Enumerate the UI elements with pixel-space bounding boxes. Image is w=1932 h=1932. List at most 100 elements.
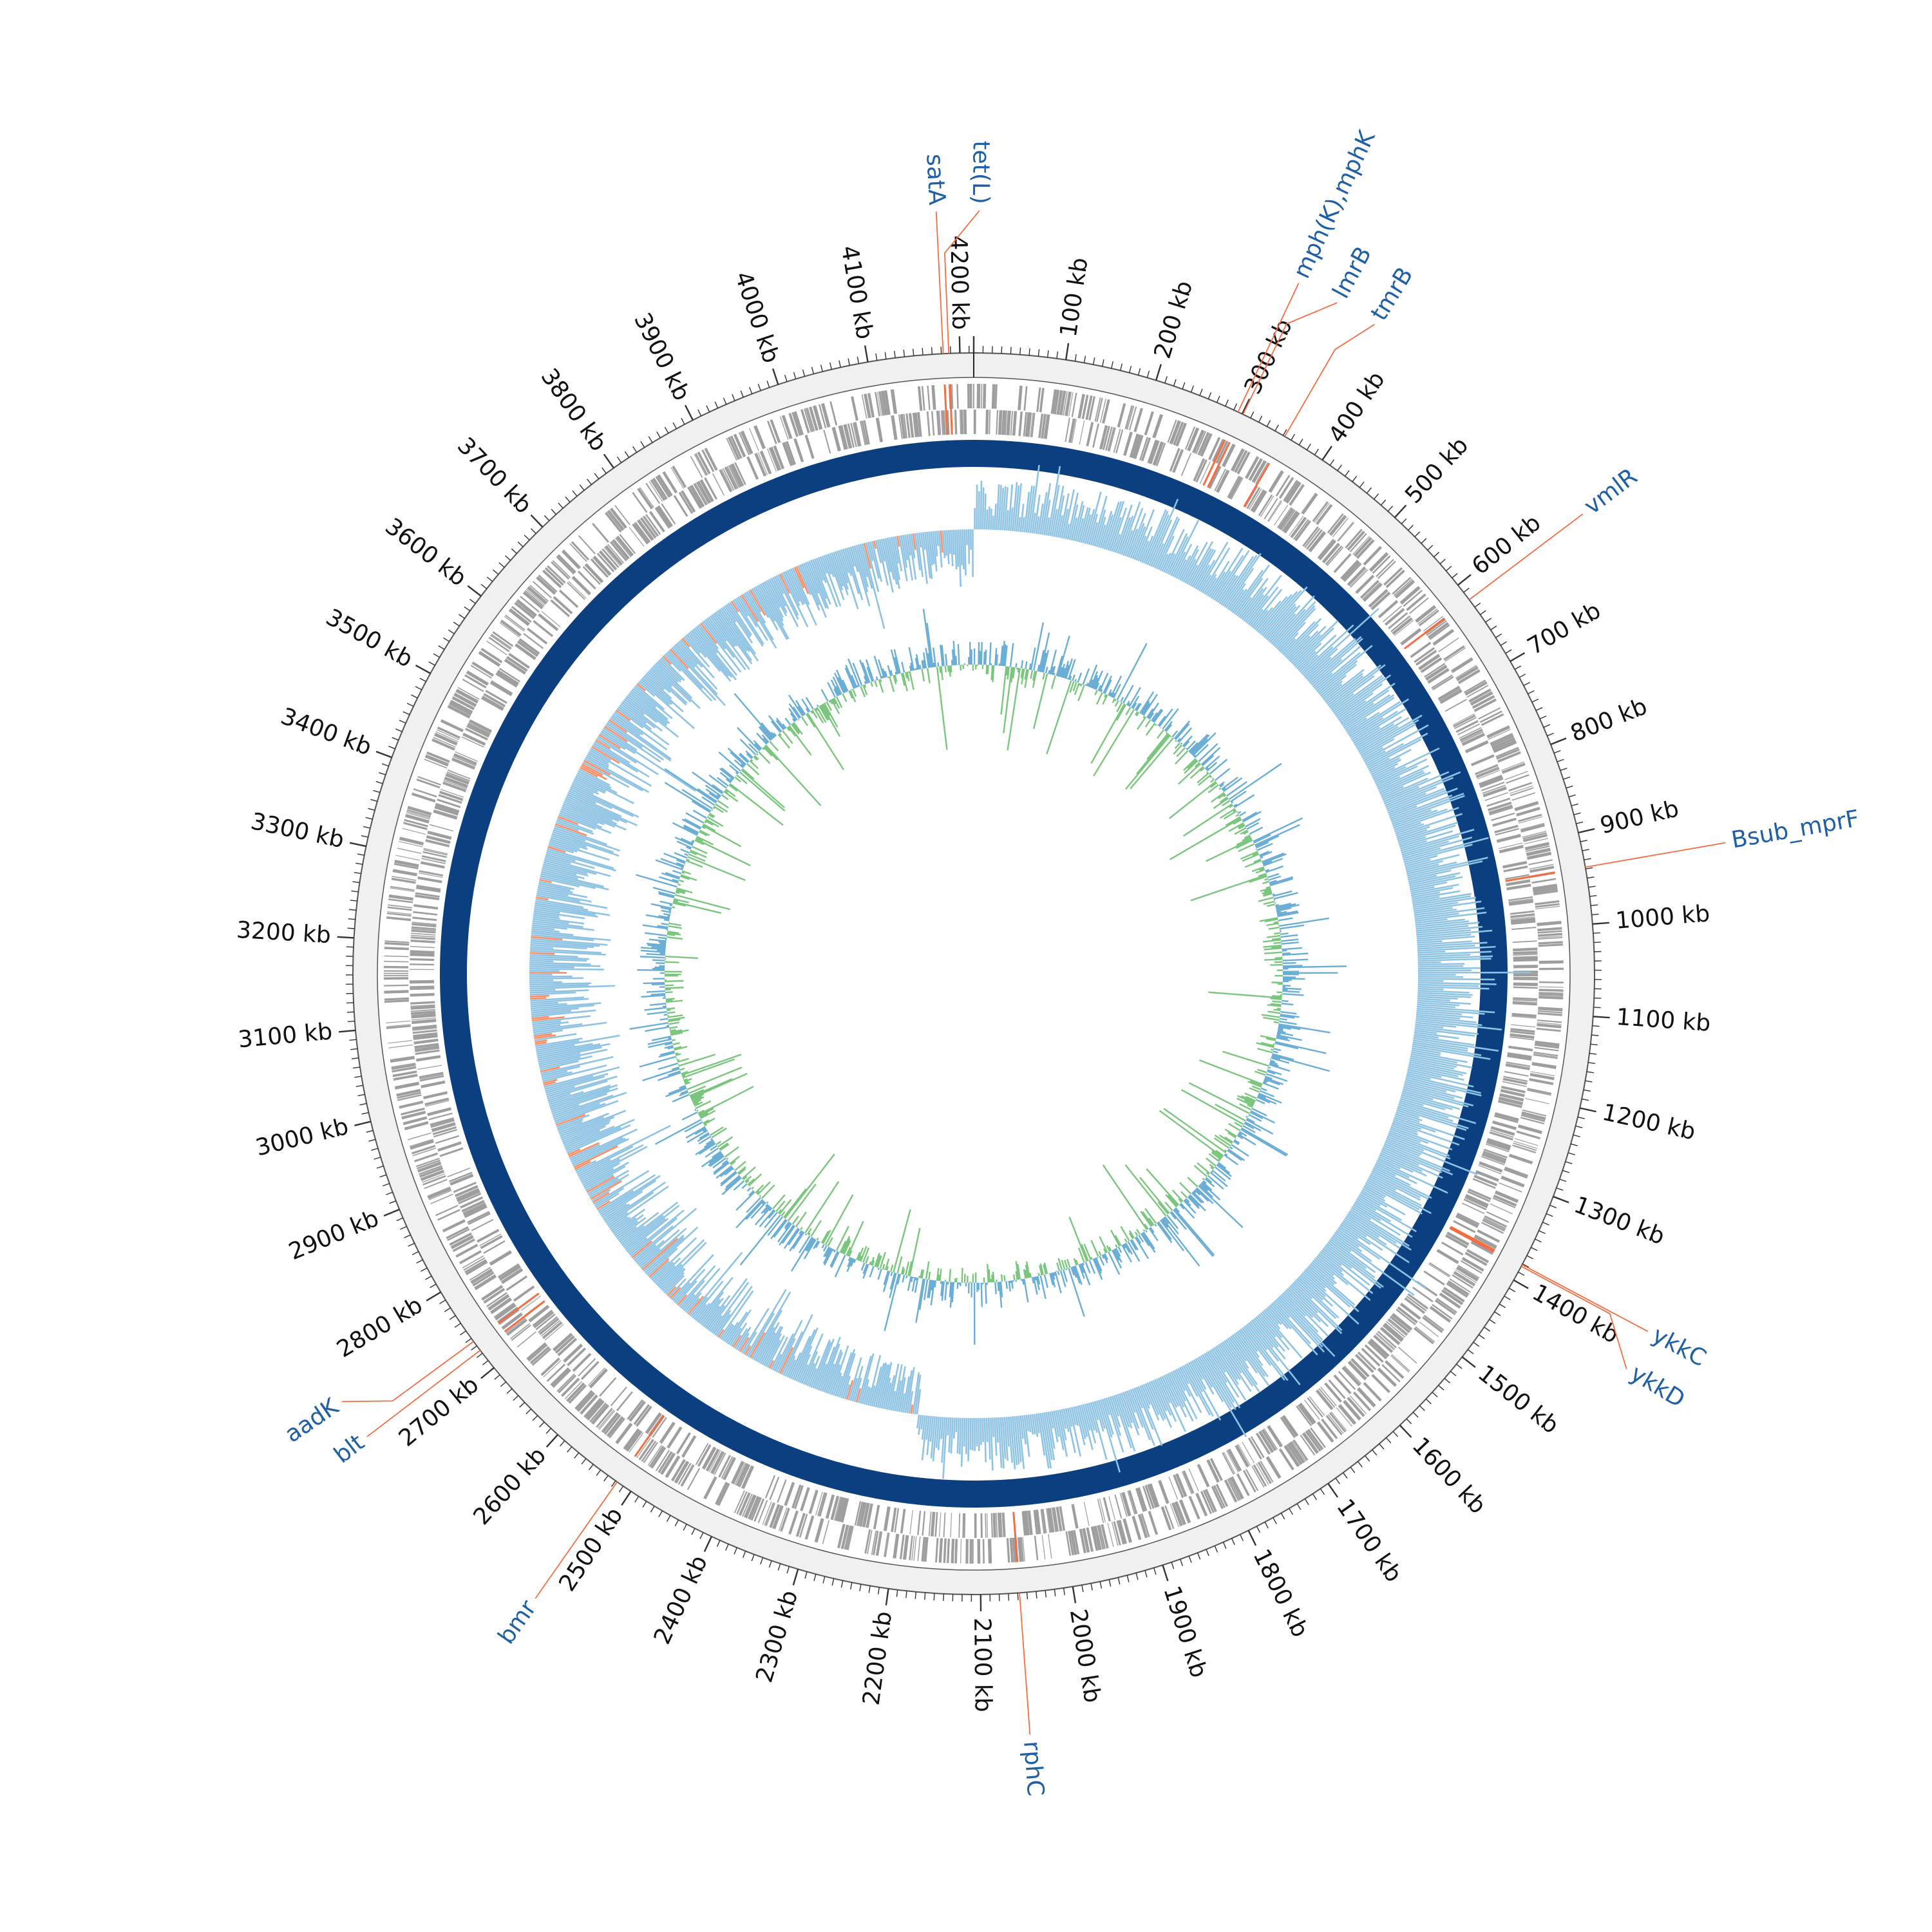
gc-content-bar [688, 1085, 706, 1094]
cds-feature [486, 1292, 507, 1307]
cds-feature [410, 963, 435, 966]
cds-feature [561, 549, 582, 570]
cds-feature [1097, 1499, 1104, 1523]
cds-feature [791, 412, 802, 436]
gc-skew-bar [1417, 998, 1450, 1001]
gc-content-bar [882, 668, 887, 678]
gc-skew-bar [921, 1415, 926, 1440]
gc-content-bar [1259, 867, 1265, 871]
minor-tick [1528, 690, 1535, 695]
gc-content-bar [763, 1205, 771, 1214]
gc-content-bar [1176, 747, 1186, 757]
gc-content-bar [1079, 683, 1081, 686]
minor-tick [740, 390, 744, 398]
cds-feature [1312, 501, 1329, 522]
cds-feature [1039, 388, 1045, 413]
gc-content-bar [710, 1145, 717, 1151]
gc-skew-bar [565, 1119, 635, 1150]
minor-tick [716, 1540, 721, 1548]
minor-tick [1352, 475, 1358, 482]
cds-feature [1538, 941, 1563, 945]
gc-skew-bar [1417, 958, 1492, 962]
gc-skew-bar [1150, 1381, 1173, 1428]
gc-content-bar [724, 1167, 734, 1176]
gc-content-bar [735, 1191, 755, 1211]
gc-skew-bar [1383, 786, 1419, 803]
cds-feature [1443, 1287, 1465, 1303]
tick-label: 3400 kb [277, 703, 375, 761]
gc-skew-bar [530, 948, 601, 954]
gc-skew-bar [636, 1240, 665, 1265]
minor-tick [1019, 347, 1021, 355]
gc-skew-bar [859, 1353, 875, 1404]
gc-skew-bar [1283, 1291, 1329, 1337]
cds-feature [411, 1017, 436, 1021]
minor-tick [650, 1506, 655, 1513]
gc-skew-bar [564, 1130, 600, 1147]
cds-feature [427, 830, 452, 840]
gc-skew-bar [641, 1238, 678, 1271]
gc-skew-bar [1329, 1240, 1367, 1269]
gc-content-bar [1199, 1059, 1263, 1085]
gc-content-bar [1214, 1166, 1231, 1180]
minor-tick [1575, 1125, 1583, 1128]
cds-feature [1510, 916, 1535, 920]
gc-skew-bar [644, 674, 672, 699]
major-tick [1241, 398, 1251, 415]
cds-feature [1356, 1387, 1376, 1408]
gc-content-bar [806, 712, 844, 770]
gc-skew-bar [600, 1179, 657, 1217]
gc-skew-bar [1392, 1122, 1418, 1133]
gc-skew-bar [1241, 1327, 1272, 1367]
gc-content-bar [1209, 1164, 1215, 1169]
gc-skew-bar [1417, 940, 1472, 946]
cds-feature [1056, 390, 1063, 415]
gc-content-bar [1274, 932, 1280, 935]
gc-content-bar [1183, 1200, 1197, 1214]
gc-skew-bar [782, 1314, 813, 1376]
gc-skew-bar [1385, 786, 1437, 808]
gc-content-bar [1202, 1180, 1207, 1184]
cds-feature [506, 1318, 526, 1334]
gc-skew-bar [994, 1417, 998, 1456]
gc-skew-bar [1390, 1128, 1429, 1144]
annotation-callout-line [341, 1341, 474, 1403]
cds-feature [1511, 1024, 1536, 1028]
gc-skew-bar [1390, 792, 1464, 822]
gc-content-bar [1163, 1217, 1170, 1224]
gc-skew-bar [1097, 524, 1106, 548]
cds-feature [1505, 1063, 1530, 1070]
gc-skew-bar [724, 1321, 739, 1343]
gc-content-bar [692, 810, 707, 819]
cds-feature [520, 1295, 542, 1311]
gc-content-bar [1269, 1061, 1278, 1065]
cds-feature [852, 422, 859, 447]
gc-skew-bar [1417, 985, 1490, 990]
tick-label: 500 kb [1400, 432, 1473, 509]
cds-feature [754, 453, 767, 477]
cds-feature [1193, 459, 1206, 482]
gc-content-bar [1159, 1219, 1184, 1251]
cds-feature [1304, 1399, 1320, 1420]
gc-content-bar [1259, 851, 1269, 857]
minor-tick [1571, 803, 1578, 806]
cds-feature [582, 566, 601, 585]
minor-tick [1385, 1437, 1392, 1444]
cds-feature [1532, 884, 1558, 891]
major-tick [467, 585, 482, 597]
gc-content-bar [1228, 1122, 1241, 1132]
cds-feature [1168, 1477, 1179, 1500]
gc-skew-bar [861, 543, 886, 629]
gc-content-bar [685, 1081, 691, 1085]
cds-feature [469, 719, 493, 733]
gc-skew-bar [569, 788, 612, 810]
cds-feature [1251, 460, 1267, 483]
minor-tick [1505, 649, 1512, 654]
minor-tick [1274, 424, 1279, 431]
gc-skew-bar [555, 821, 580, 831]
minor-tick [1576, 821, 1584, 824]
cds-feature [1467, 1190, 1491, 1202]
gc-content-bar [764, 745, 779, 761]
gc-content-bar [1229, 804, 1234, 808]
tick-label: 3200 kb [236, 917, 332, 949]
